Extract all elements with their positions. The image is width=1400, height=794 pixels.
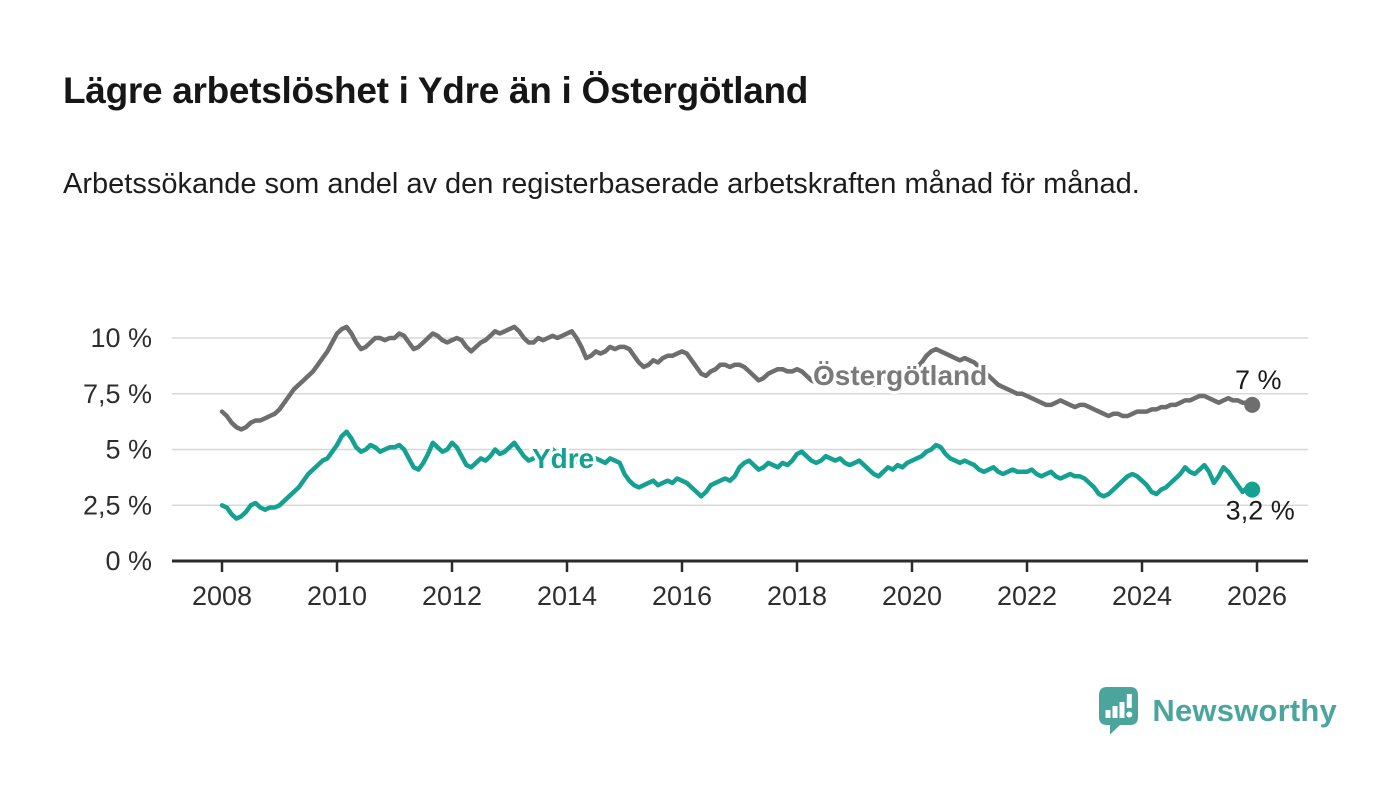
x-tick-label: 2020	[882, 581, 942, 611]
x-tick-label: 2010	[307, 581, 367, 611]
logo-bar-1	[1105, 710, 1111, 718]
newsworthy-logo: Newsworthy	[1098, 686, 1337, 735]
logo-exclamation-dot	[1126, 711, 1133, 718]
newsworthy-wordmark: Newsworthy	[1152, 692, 1337, 728]
x-tick-label: 2008	[192, 581, 252, 611]
x-tick-label: 2012	[422, 581, 482, 611]
series-line-ostergotland	[219, 324, 1255, 432]
logo-exclamation-bar	[1127, 694, 1133, 708]
series-end-dot-ydre	[1244, 481, 1261, 498]
x-tick-label: 2024	[1112, 581, 1172, 611]
newsworthy-icon	[1099, 687, 1139, 735]
x-tick-label: 2026	[1227, 581, 1287, 611]
y-tick-label: 5 %	[105, 435, 152, 465]
series-line-ydre	[219, 429, 1255, 521]
chart-subtitle: Arbetssökande som andel av den registerb…	[63, 168, 1140, 200]
series-label-ostergotland: Östergötland	[813, 360, 987, 391]
x-tick-label: 2018	[767, 581, 827, 611]
end-value-label-ostergotland: 7 %	[1235, 365, 1282, 395]
x-tick-label: 2022	[997, 581, 1057, 611]
logo-bubble	[1099, 687, 1139, 735]
y-tick-label: 7,5 %	[83, 379, 152, 409]
x-tick-label: 2014	[537, 581, 597, 611]
end-value-label-ydre: 3,2 %	[1226, 496, 1295, 526]
logo-bar-3	[1119, 702, 1125, 718]
y-tick-label: 0 %	[105, 546, 152, 576]
logo-bar-2	[1112, 706, 1118, 718]
y-tick-label: 10 %	[90, 323, 152, 353]
series-end-dot-ostergotland	[1244, 396, 1261, 413]
y-tick-label: 2,5 %	[83, 490, 152, 520]
series-label-ydre: Ydre	[532, 443, 594, 474]
x-tick-label: 2016	[652, 581, 712, 611]
chart-title: Lägre arbetslöshet i Ydre än i Östergötl…	[63, 70, 809, 111]
